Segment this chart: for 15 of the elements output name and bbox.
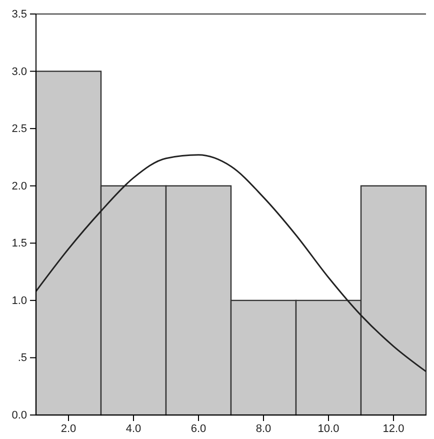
x-tick-label: 4.0 [126,422,142,435]
x-tick-label: 10.0 [318,422,340,435]
line-series [35,154,427,372]
x-tick-label: 2.0 [60,422,76,435]
y-tick-label: 3.5 [12,8,27,21]
y-tick-label: 0.0 [12,410,27,422]
y-tick-label: 3.0 [12,66,27,78]
y-tick-label: .5 [18,352,27,364]
y-tick-label: 2.0 [12,180,27,192]
x-tick-label: 6.0 [190,422,206,435]
x-tick-label: 12.0 [382,422,404,435]
y-tick-label: 1.0 [12,294,27,307]
y-tick-label: 1.5 [12,238,27,250]
x-tick-label: 8.0 [256,422,272,435]
y-tick-label: 2.5 [12,123,27,136]
